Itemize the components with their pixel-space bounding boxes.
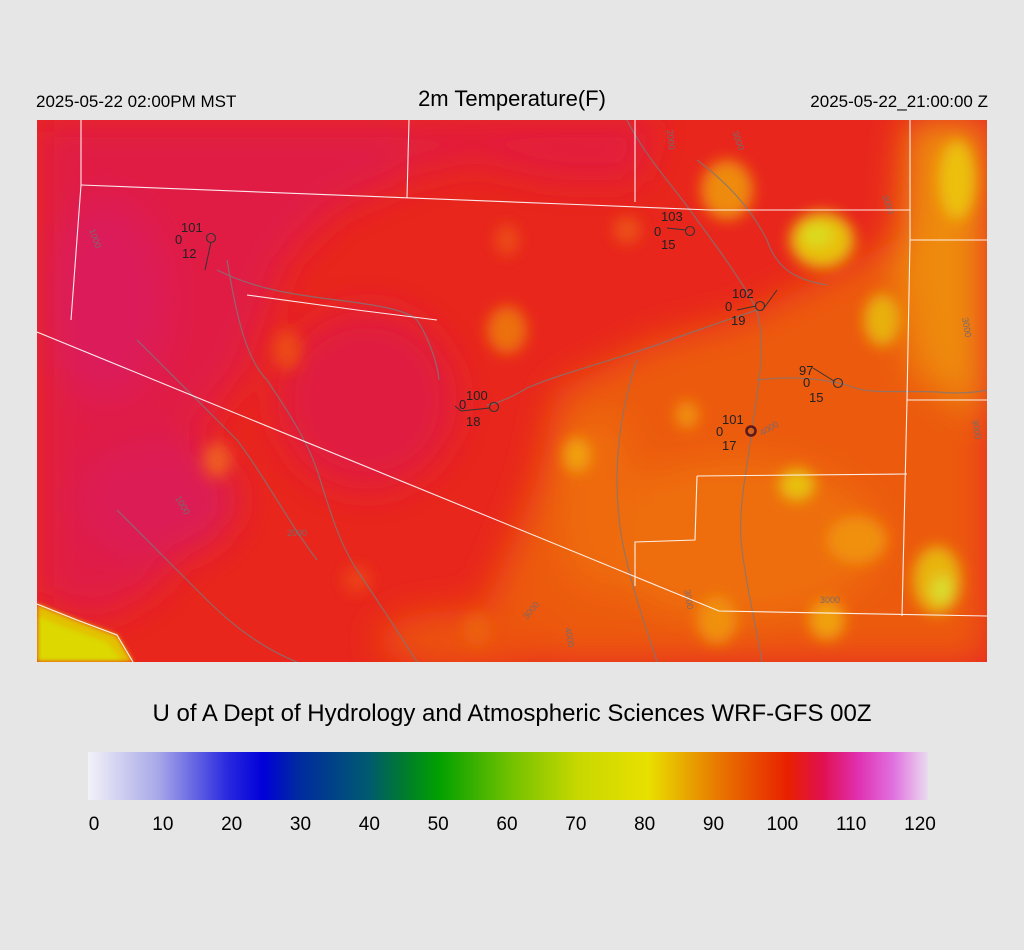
station-dewpoint: 15 bbox=[809, 390, 823, 405]
colorbar-tick-label: 80 bbox=[634, 814, 656, 835]
political-boundaries bbox=[37, 120, 987, 662]
cool-patch-southwest bbox=[37, 604, 133, 662]
station-value: 0 bbox=[654, 224, 661, 239]
terrain-contours bbox=[116, 120, 987, 662]
colorbar-gradient bbox=[88, 752, 928, 800]
station-value: 0 bbox=[716, 424, 723, 439]
station-plot: 102 0 19 bbox=[725, 286, 778, 328]
colorbar-tick-label: 110 bbox=[836, 814, 867, 835]
station-value: 0 bbox=[459, 397, 466, 412]
colorbar-tick-labels: 0 10 20 30 40 50 60 70 80 90 100 110 120 bbox=[0, 814, 1024, 838]
colorbar-tick-label: 90 bbox=[702, 814, 725, 835]
station-value: 0 bbox=[175, 232, 182, 247]
station-temp: 101 bbox=[722, 412, 744, 427]
station-value: 0 bbox=[803, 375, 810, 390]
colorbar-tick-label: 100 bbox=[766, 814, 799, 835]
colorbar-tick-label: 70 bbox=[565, 814, 587, 835]
station-dewpoint: 19 bbox=[731, 313, 745, 328]
station-temp: 103 bbox=[661, 209, 683, 224]
colorbar-tick-label: 10 bbox=[152, 814, 174, 835]
station-plot: 100 0 18 bbox=[454, 388, 500, 429]
colorbar-tick-label: 60 bbox=[496, 814, 518, 835]
colorbar-tick-label: 50 bbox=[427, 814, 449, 835]
credit-line: U of A Dept of Hydrology and Atmospheric… bbox=[152, 700, 872, 727]
contour-label: 2000 bbox=[665, 129, 677, 150]
colorbar-tick-label: 30 bbox=[289, 814, 312, 835]
station-temp: 102 bbox=[732, 286, 754, 301]
contour-label: 4000 bbox=[563, 627, 576, 648]
station-dewpoint: 15 bbox=[661, 237, 675, 252]
hot-zone bbox=[37, 120, 657, 620]
colorbar-tick-label: 120 bbox=[904, 814, 936, 835]
colorbar-tick-label: 40 bbox=[358, 814, 380, 835]
station-temp: 97 bbox=[799, 363, 813, 378]
valid-time-utc: 2025-05-22_21:00:00 Z bbox=[810, 92, 988, 111]
station-value: 0 bbox=[725, 299, 732, 314]
station-plots: 101 0 12 103 0 15 102 0 19 bbox=[175, 209, 844, 453]
contour-label: 3000 bbox=[682, 589, 695, 610]
contour-label: 3000 bbox=[970, 419, 983, 440]
cool-spots bbox=[203, 140, 975, 646]
station-plot: 103 0 15 bbox=[654, 209, 696, 252]
station-dewpoint: 12 bbox=[182, 246, 196, 261]
colorbar-tick-label: 20 bbox=[221, 814, 243, 835]
station-plot: 97 0 15 bbox=[799, 363, 844, 405]
contour-label: 3000 bbox=[820, 595, 840, 605]
station-plot: 101 0 12 bbox=[175, 220, 217, 271]
station-temp: 100 bbox=[466, 388, 488, 403]
valid-time-local: 2025-05-22 02:00PM MST bbox=[36, 92, 237, 111]
colorbar-tick-label: 0 bbox=[88, 814, 100, 835]
temperature-map: 1000 1000 2000 2000 3000 3000 3000 4000 … bbox=[37, 120, 987, 662]
map-title: 2m Temperature(F) bbox=[418, 86, 606, 111]
colorbar bbox=[88, 752, 928, 800]
station-plot: 101 0 17 bbox=[716, 412, 757, 453]
station-temp: 101 bbox=[181, 220, 203, 235]
contour-label: 3000 bbox=[960, 317, 973, 338]
station-dewpoint: 18 bbox=[466, 414, 480, 429]
station-dewpoint: 17 bbox=[722, 438, 736, 453]
contour-label: 2000 bbox=[287, 528, 307, 538]
